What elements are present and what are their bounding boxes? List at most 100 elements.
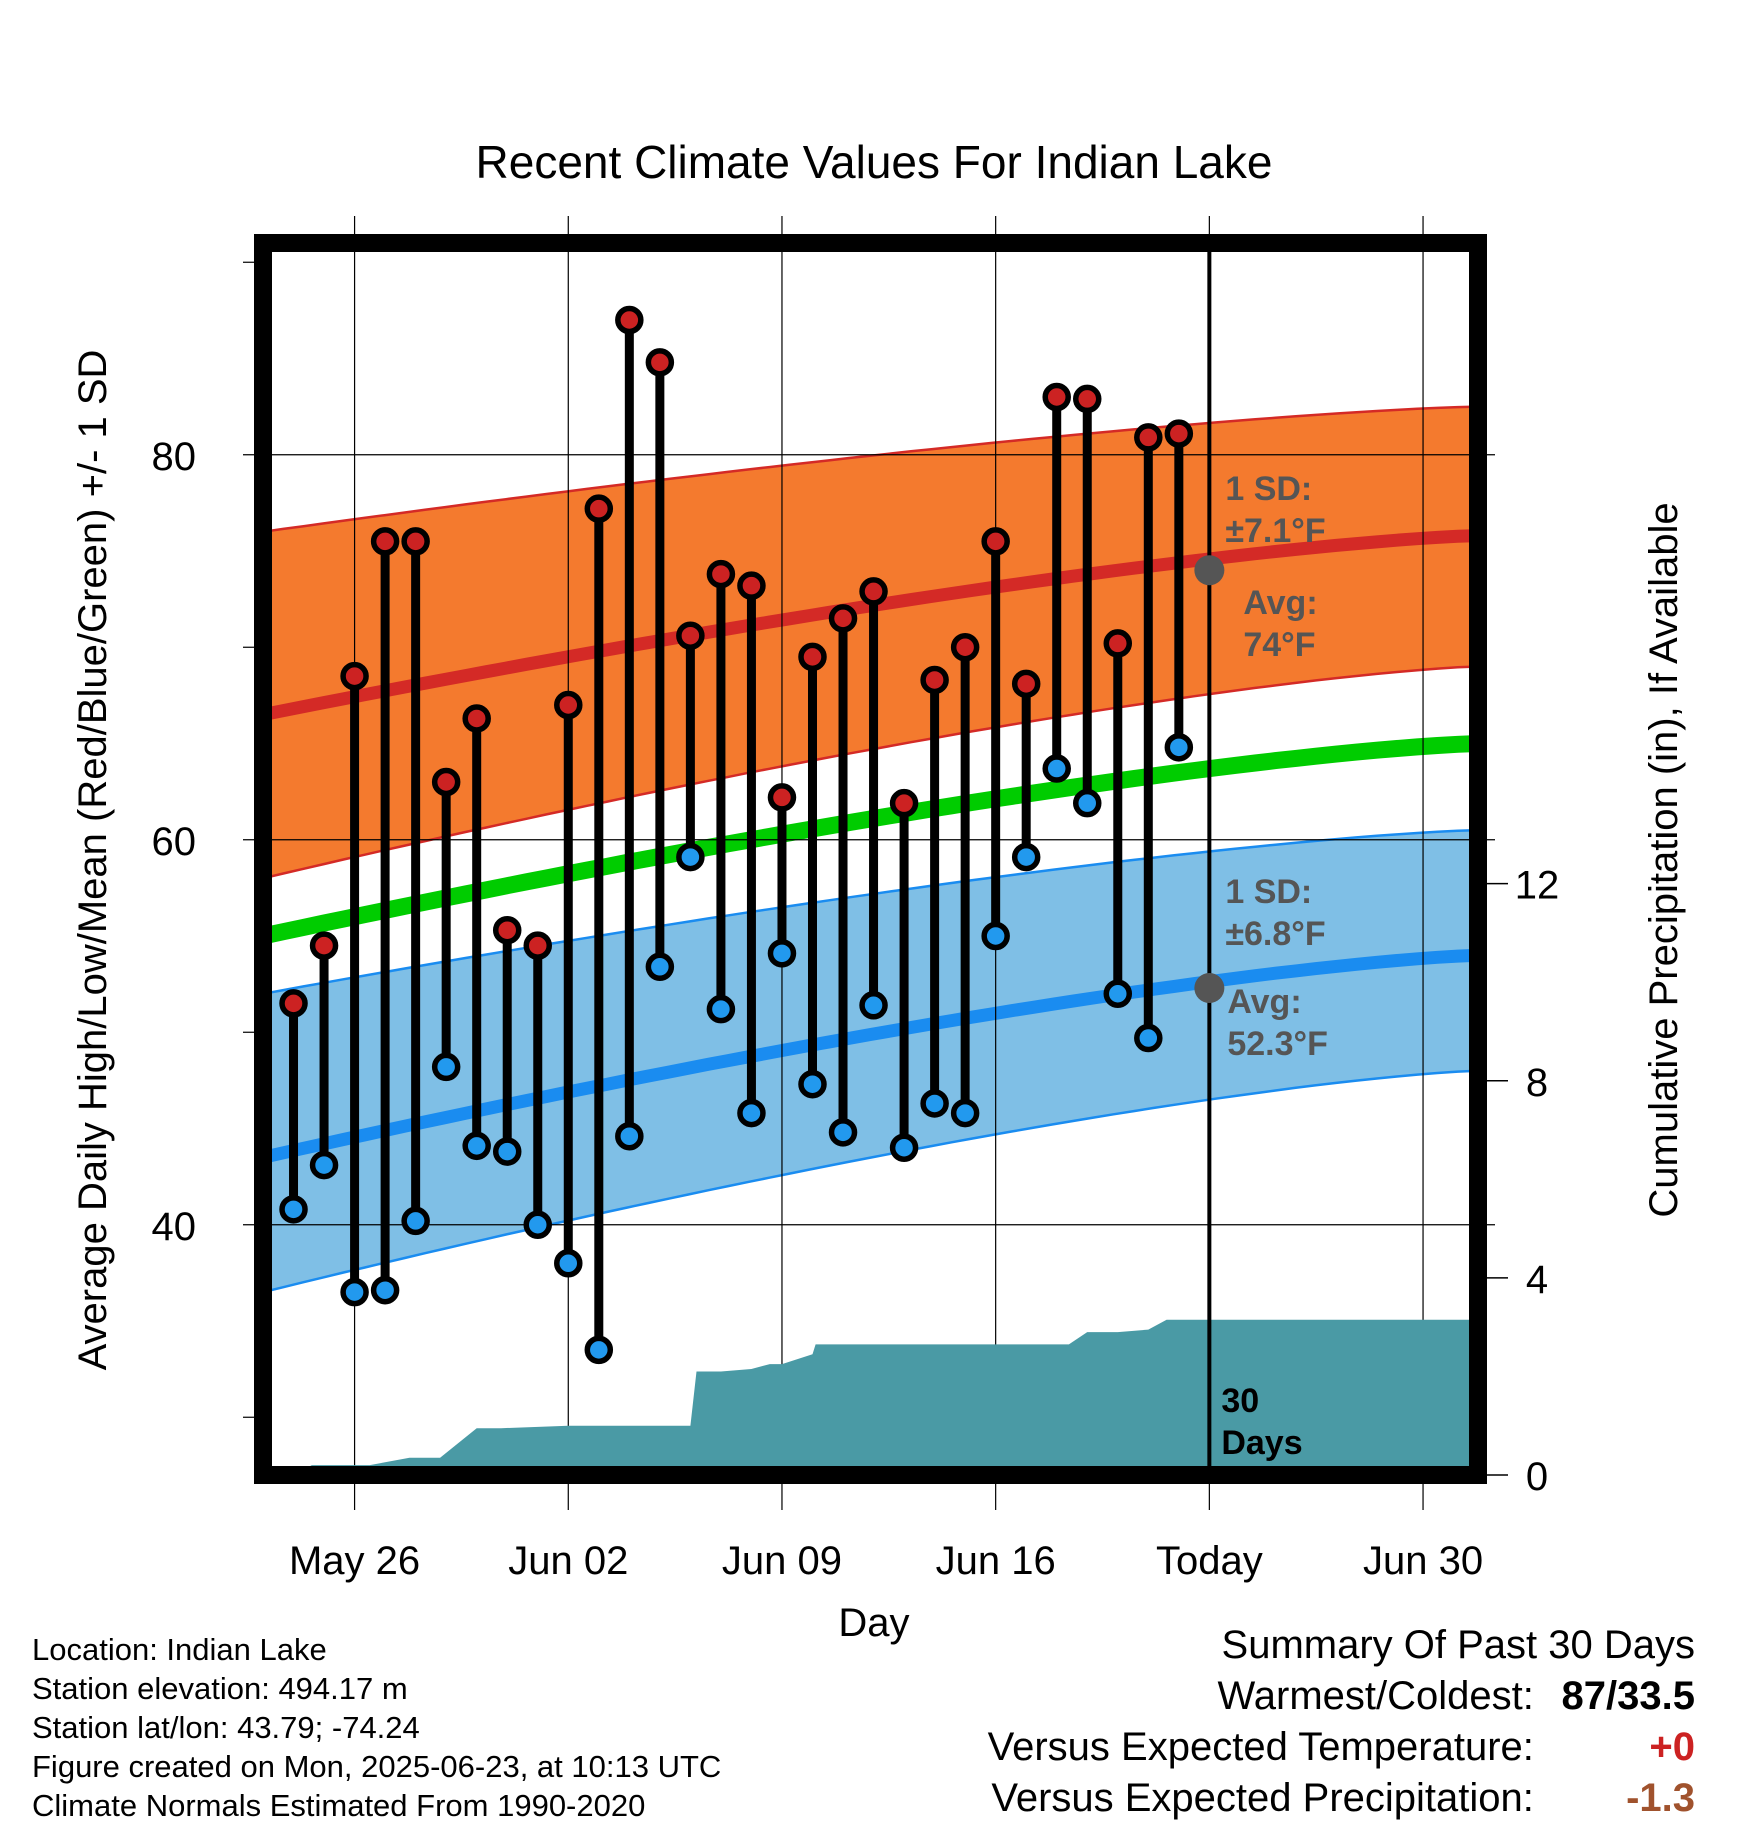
y-axis-title: Average Daily High/Low/Mean (Red/Blue/Gr… bbox=[71, 350, 115, 1371]
high-point bbox=[645, 348, 675, 377]
station-info: Location: Indian Lake Station elevation:… bbox=[32, 1630, 721, 1825]
warmest-value: 87/33.5 bbox=[1561, 1674, 1695, 1718]
x-tick-label: May 26 bbox=[289, 1539, 420, 1583]
low-point bbox=[1164, 733, 1194, 762]
low-sd-value: ±6.8°F bbox=[1225, 915, 1325, 953]
temp-value: +0 bbox=[1649, 1725, 1695, 1769]
low-point bbox=[370, 1275, 400, 1305]
low-point bbox=[798, 1069, 827, 1099]
high-point bbox=[1164, 419, 1194, 448]
chart-title: Recent Climate Values For Indian Lake bbox=[476, 136, 1273, 188]
high-avg-marker bbox=[1194, 555, 1225, 586]
high-point bbox=[340, 661, 369, 691]
high-point bbox=[1011, 669, 1041, 699]
high-avg-value: 74°F bbox=[1243, 626, 1315, 664]
low-avg-marker bbox=[1194, 972, 1225, 1003]
low-point bbox=[1103, 979, 1133, 1008]
high-point bbox=[889, 788, 919, 818]
latlon-text: Station lat/lon: 43.79; -74.24 bbox=[32, 1710, 420, 1745]
location-text: Location: Indian Lake bbox=[32, 1632, 327, 1667]
annotations-layer: 1 SD: ±7.1°F Avg: 74°F 1 SD: ±6.8°F Avg: 52.3°F… bbox=[1194, 470, 1328, 1462]
y2-tick-label: 4 bbox=[1526, 1258, 1548, 1302]
low-point bbox=[767, 939, 797, 968]
low-point bbox=[1011, 842, 1041, 872]
high-point bbox=[401, 527, 430, 556]
high-point bbox=[279, 989, 308, 1018]
low-point bbox=[706, 994, 736, 1024]
high-point bbox=[492, 915, 522, 945]
y-tick-label: 40 bbox=[152, 1205, 197, 1249]
low-point bbox=[401, 1206, 430, 1236]
high-point bbox=[981, 527, 1010, 556]
high-sd-band-upper-edge bbox=[262, 405, 1479, 534]
days-count-label: 30 bbox=[1221, 1382, 1259, 1420]
low-point bbox=[1072, 788, 1102, 818]
x-tick-label: Today bbox=[1156, 1539, 1263, 1583]
high-avg-label: Avg: bbox=[1243, 584, 1317, 622]
high-point bbox=[676, 621, 705, 650]
summary-title: Summary Of Past 30 Days bbox=[1221, 1623, 1695, 1667]
axes-layer: 40 60 80 0 4 8 12 May 26 Jun 02 Jun 09 Jun 16 Today… bbox=[152, 234, 1559, 1583]
low-point bbox=[340, 1277, 369, 1307]
plot-frame bbox=[254, 234, 1487, 1484]
high-point bbox=[1072, 384, 1102, 414]
low-point bbox=[920, 1089, 949, 1118]
low-point bbox=[431, 1052, 461, 1082]
high-point bbox=[706, 559, 736, 589]
low-avg-label: Avg: bbox=[1227, 983, 1301, 1021]
high-point bbox=[431, 767, 461, 797]
observations-layer bbox=[279, 305, 1194, 1365]
y2-axis-title: Cumulative Precipitation (in), If Availa… bbox=[1642, 502, 1686, 1217]
y-tick-label: 60 bbox=[152, 820, 197, 864]
x-tick-label: Jun 16 bbox=[936, 1539, 1056, 1583]
low-point bbox=[737, 1098, 766, 1128]
low-point bbox=[523, 1210, 552, 1239]
warmest-label: Warmest/Coldest: bbox=[1217, 1674, 1534, 1718]
precip-row: Versus Expected Precipitation: -1.3 bbox=[988, 1773, 1695, 1824]
low-point bbox=[859, 991, 888, 1020]
high-point bbox=[554, 690, 583, 720]
low-point bbox=[889, 1133, 919, 1162]
precip-layer bbox=[263, 243, 1478, 1475]
temp-row: Versus Expected Temperature: +0 bbox=[988, 1722, 1695, 1773]
low-sd-band-lower-edge bbox=[262, 1069, 1479, 1294]
high-point bbox=[828, 604, 858, 633]
x-tick-label: Jun 09 bbox=[722, 1539, 842, 1583]
high-point bbox=[462, 704, 491, 733]
low-point bbox=[584, 1335, 614, 1365]
days-word-label: Days bbox=[1221, 1424, 1302, 1462]
y2-tick-label: 8 bbox=[1526, 1061, 1548, 1105]
low-point bbox=[828, 1118, 858, 1147]
y-tick-label: 80 bbox=[152, 435, 197, 479]
low-avg-line bbox=[261, 948, 1479, 1164]
normals-text: Climate Normals Estimated From 1990-2020 bbox=[32, 1788, 646, 1823]
low-point bbox=[950, 1098, 980, 1128]
low-point bbox=[1134, 1023, 1163, 1053]
high-point bbox=[584, 494, 614, 523]
low-point bbox=[554, 1249, 583, 1278]
x-tick-label: Jun 02 bbox=[508, 1539, 628, 1583]
low-point bbox=[462, 1131, 491, 1161]
created-text: Figure created on Mon, 2025-06-23, at 10… bbox=[32, 1749, 722, 1784]
high-point bbox=[1134, 423, 1163, 452]
summary-panel: Summary Of Past 30 Days Warmest/Coldest:… bbox=[988, 1620, 1695, 1824]
precip-area bbox=[263, 1319, 1478, 1475]
high-point bbox=[615, 305, 644, 335]
high-point bbox=[950, 633, 980, 662]
high-point bbox=[1103, 629, 1133, 658]
high-point bbox=[767, 783, 797, 812]
high-point bbox=[859, 577, 888, 606]
high-sd-label: 1 SD: bbox=[1225, 470, 1312, 508]
temp-label: Versus Expected Temperature: bbox=[987, 1725, 1534, 1769]
low-point bbox=[492, 1137, 522, 1166]
high-point bbox=[798, 642, 827, 672]
high-point bbox=[370, 527, 400, 556]
high-point bbox=[523, 931, 552, 960]
low-point bbox=[309, 1150, 339, 1180]
high-point bbox=[309, 931, 339, 960]
low-point bbox=[676, 842, 705, 872]
low-point bbox=[615, 1121, 644, 1151]
low-point bbox=[981, 921, 1010, 951]
x-axis-title: Day bbox=[838, 1601, 909, 1645]
